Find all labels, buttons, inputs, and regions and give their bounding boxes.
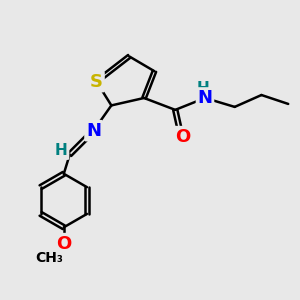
Text: N: N: [197, 89, 212, 107]
Text: H: H: [197, 81, 210, 96]
Text: O: O: [56, 235, 71, 253]
Text: CH₃: CH₃: [35, 251, 63, 266]
Text: N: N: [86, 122, 101, 140]
Text: H: H: [55, 143, 68, 158]
Text: O: O: [175, 128, 190, 146]
Text: S: S: [90, 73, 103, 91]
